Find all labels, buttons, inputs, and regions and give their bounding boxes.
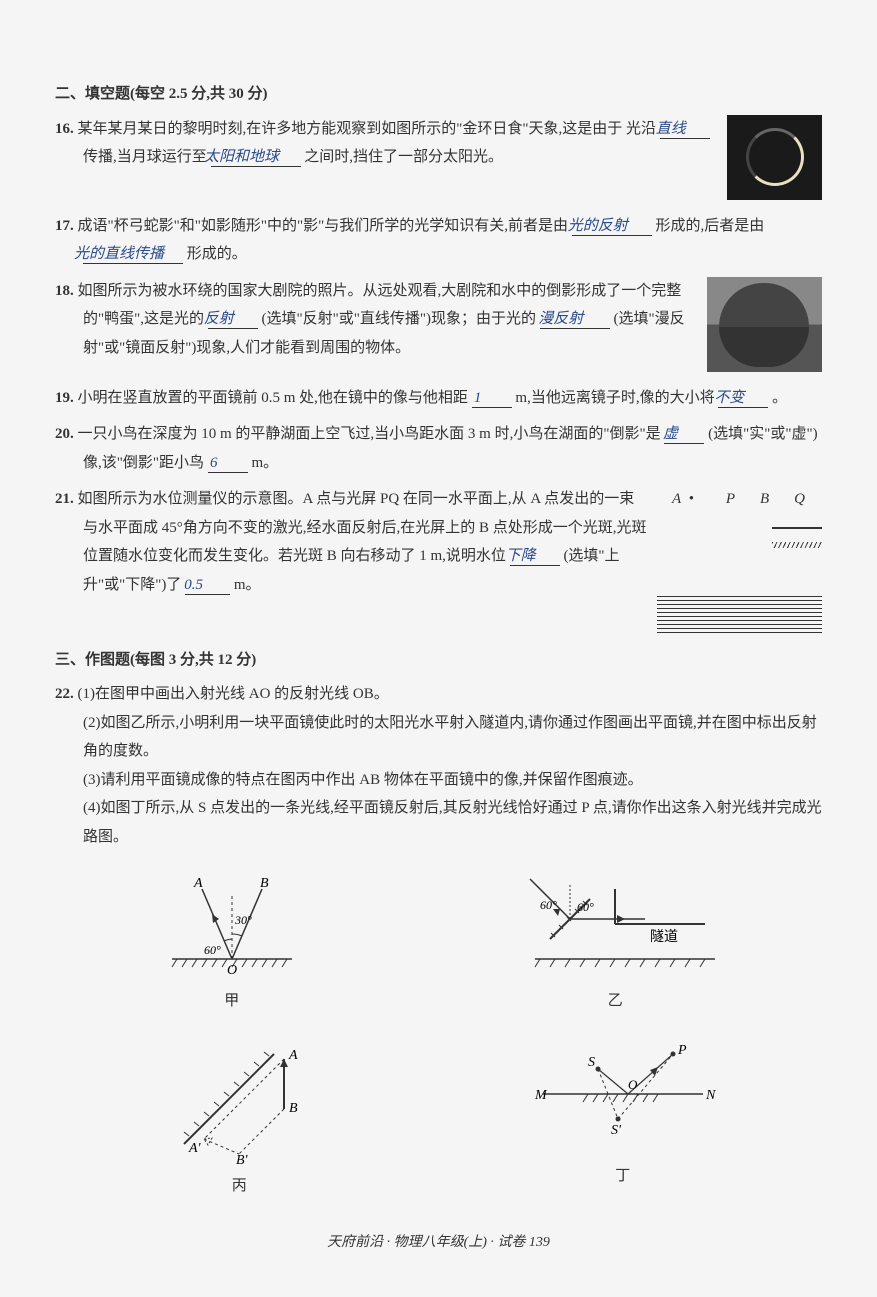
q18-blank-2: 漫反射 [540,310,610,329]
q18-number: 18. [55,283,74,299]
wl-label-P: P [726,491,737,507]
bing-label-Ap: A' [188,1141,202,1156]
q22-sub-1: (1)在图甲中画出入射光线 AO 的反射光线 OB。 [78,686,389,702]
question-20: 20. 一只小鸟在深度为 10 m 的平静湖面上空飞过,当小鸟距水面 3 m 时… [55,420,822,477]
yi-label-60a: 60° [540,898,557,912]
page-footer: 天府前沿 · 物理八年级(上) · 试卷 139 [55,1230,822,1257]
q16-text-3: 传播,当月球运行至 [83,149,207,165]
q21-blank-2: 0.5 [185,576,230,595]
q19-text-2: m,当他远离镜子时,像的大小将 [515,390,714,406]
q22-sub-4: (4)如图丁所示,从 S 点发出的一条光线,经平面镜反射后,其反射光线恰好通过 … [55,794,822,851]
diagram-jia-svg: A B O 30° 60° [152,869,312,979]
q22-sub-3: (3)请利用平面镜成像的特点在图丙中作出 AB 物体在平面镜中的像,并保留作图痕… [55,766,822,795]
jia-label-30: 30° [234,913,252,927]
theatre-image [707,277,822,372]
q19-number: 19. [55,390,74,406]
bing-label-Bp: B' [236,1153,249,1164]
jia-label-A: A [193,876,203,891]
diagram-row-1: A B O 30° 60° 甲 [55,869,822,1016]
q16-blank-2: 太阳和地球 [211,148,301,167]
q22-sub-2: (2)如图乙所示,小明利用一块平面镜使此时的太阳光水平射入隧道内,请你通过作图画… [55,709,822,766]
ding-label-Sp: S' [611,1123,622,1138]
q16-text-1: 某年某月某日的黎明时刻,在许多地方能观察到如图所示的"金环日食"天象,这是由于 [78,121,623,137]
q17-blank-1: 光的反射 [572,217,652,236]
section-header-fill: 二、填空题(每空 2.5 分,共 30 分) [55,80,822,109]
question-16: 16. 某年某月某日的黎明时刻,在许多地方能观察到如图所示的"金环日食"天象,这… [55,115,822,204]
diagram-bing: A B A' B' 丙 [154,1034,324,1201]
bing-label-B: B [289,1101,298,1116]
eclipse-image [727,115,822,200]
q20-number: 20. [55,426,74,442]
q17-text-1: 成语"杯弓蛇影"和"如影随形"中的"影"与我们所学的光学知识有关,前者是由 [78,218,569,234]
q17-text-3: 形成的。 [187,246,247,262]
jia-label-60: 60° [204,943,221,957]
q18-blank-1: 反射 [208,310,258,329]
ding-label-S: S [588,1055,595,1070]
diagram-jia: A B O 30° 60° 甲 [152,869,312,1016]
wl-label-B: B [760,491,771,507]
question-18: 18. 如图所示为被水环绕的国家大剧院的照片。从远处观看,大剧院和水中的倒影形成… [55,277,822,376]
q20-blank-2: 6 [208,454,248,473]
q17-number: 17. [55,218,74,234]
bing-label-A: A [288,1048,298,1063]
diagram-bing-label: 丙 [154,1172,324,1201]
q17-blank-2: 光的直线传播 [83,245,183,264]
q16-blank-1: 直线 [660,120,710,139]
q19-blank-2: 不变 [718,389,768,408]
q21-number: 21. [55,491,74,507]
q21-blank-1: 下降 [510,547,560,566]
q22-number: 22. [55,686,74,702]
q19-blank-1: 1 [472,389,512,408]
diagram-row-2: A B A' B' 丙 S P O M [55,1034,822,1201]
diagram-jia-label: 甲 [152,987,312,1016]
question-21: A • P B Q 21. 如图所示为水位测量仪的示意图。A 点与光屏 PQ 在… [55,485,822,636]
q16-text-2: 光沿 [626,121,656,137]
q19-text-1: 小明在竖直放置的平面镜前 0.5 m 处,他在镜中的像与他相距 [78,390,468,406]
diagram-ding-label: 丁 [523,1162,723,1191]
q17-text-2: 形成的,后者是由 [656,218,765,234]
question-22: 22. (1)在图甲中画出入射光线 AO 的反射光线 OB。 (2)如图乙所示,… [55,680,822,851]
yi-label-60b: 60° [577,900,594,914]
q21-text-3: m。 [234,577,261,593]
q20-text-1: 一只小鸟在深度为 10 m 的平静湖面上空飞过,当小鸟距水面 3 m 时,小鸟在… [78,426,661,442]
diagram-yi: 60° 60° 隧道 乙 [505,869,725,1016]
diagram-yi-svg: 60° 60° 隧道 [505,869,725,979]
q20-text-3: m。 [252,455,279,471]
wl-label-A: A • [672,485,696,514]
q16-text-4: 之间时,挡住了一部分太阳光。 [304,149,503,165]
jia-label-O: O [227,963,237,978]
diagram-ding: S P O M N S' 丁 [523,1034,723,1201]
ding-label-M: M [534,1088,548,1103]
diagram-yi-label: 乙 [505,987,725,1016]
q16-number: 16. [55,121,74,137]
q21-text-1: 如图所示为水位测量仪的示意图。A 点与光屏 PQ 在同一水平面上,从 A 点发出… [78,491,647,564]
jia-label-B: B [260,876,269,891]
question-19: 19. 小明在竖直放置的平面镜前 0.5 m 处,他在镜中的像与他相距 1 m,… [55,384,822,413]
question-17: 17. 成语"杯弓蛇影"和"如影随形"中的"影"与我们所学的光学知识有关,前者是… [55,212,822,269]
wl-label-Q: Q [794,491,807,507]
ding-label-O: O [628,1077,638,1092]
q20-blank-1: 虚 [664,425,704,444]
water-level-diagram: A • P B Q [657,485,822,636]
ding-label-N: N [705,1088,716,1103]
diagram-ding-svg: S P O M N S' [523,1034,723,1154]
q18-text-2: (选填"反射"或"直线传播")现象；由于光的 [262,311,536,327]
ding-label-P: P [677,1043,687,1058]
diagram-bing-svg: A B A' B' [154,1034,324,1164]
section-header-draw: 三、作图题(每图 3 分,共 12 分) [55,646,822,675]
yi-label-tunnel: 隧道 [650,929,678,945]
q19-text-3: 。 [772,390,787,406]
